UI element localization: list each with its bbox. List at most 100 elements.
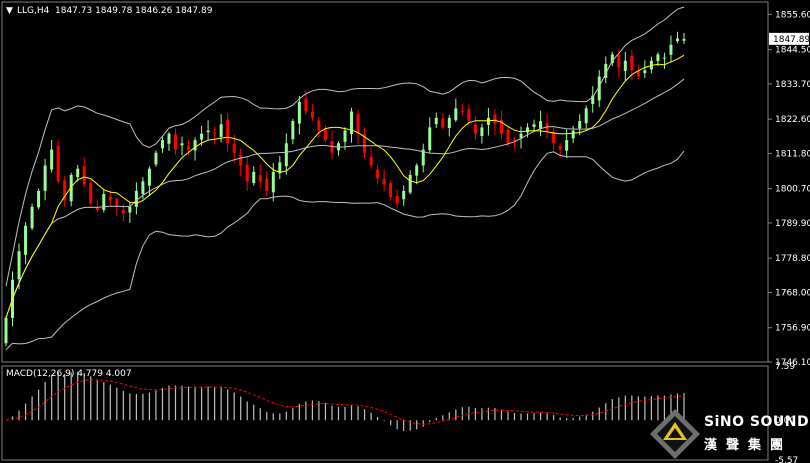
candle-body	[291, 121, 295, 140]
candle-body	[239, 155, 243, 166]
candle-body	[402, 190, 406, 200]
candle-body	[395, 195, 399, 204]
candle-body	[441, 118, 445, 128]
candle-body	[89, 183, 93, 204]
price-tick-label: 1833.70	[775, 80, 810, 90]
candle-body	[662, 57, 666, 59]
candle-body	[532, 124, 536, 127]
candle-body	[571, 130, 575, 139]
candle-body	[69, 175, 73, 202]
candle-body	[50, 149, 54, 170]
price-tick-label: 1811.80	[775, 149, 810, 159]
candle-body	[317, 120, 321, 131]
candle-body	[610, 54, 614, 64]
candle-body	[160, 140, 164, 149]
candle-body	[310, 111, 314, 118]
candle-body	[669, 44, 673, 55]
candle-body	[376, 169, 380, 179]
current-price-label: 1847.89	[773, 35, 810, 45]
macd-panel	[1, 365, 769, 461]
candle-body	[486, 117, 490, 125]
candle-body	[447, 117, 451, 128]
candle-body	[617, 54, 621, 68]
candle-body	[356, 114, 360, 134]
price-tick-label: 1756.90	[775, 324, 810, 334]
price-axis: 1855.60 1844.50 1833.70 1822.60 1811.80 1800.…	[768, 10, 810, 463]
candle-body	[108, 196, 112, 201]
symbol-dropdown-icon[interactable]: ▼	[6, 6, 13, 16]
candle-body	[219, 124, 223, 137]
candle-body	[56, 146, 60, 182]
candle-body	[643, 70, 647, 74]
candle-body	[30, 206, 34, 229]
price-tick-label: 1844.50	[775, 46, 810, 56]
price-tick-label: 1822.60	[775, 115, 810, 125]
candle-body	[434, 117, 438, 125]
candle-body	[421, 149, 425, 166]
candle-body	[415, 165, 419, 176]
candle-body	[141, 181, 145, 194]
candle-body	[121, 210, 125, 214]
candle-body	[473, 124, 477, 134]
candle-body	[467, 109, 471, 122]
candle-body	[284, 143, 288, 167]
candle-body	[408, 175, 412, 193]
candle-body	[193, 140, 197, 151]
candle-body	[180, 143, 184, 146]
candle-body	[552, 131, 556, 144]
candle-body	[82, 165, 86, 185]
candle-body	[382, 179, 386, 185]
candle-body	[539, 121, 543, 129]
candle-body	[597, 76, 601, 101]
candle-body	[591, 95, 595, 105]
candle-body	[584, 108, 588, 124]
price-tick-label: 1778.80	[775, 254, 810, 264]
sino-sound-logo	[647, 404, 810, 463]
candle-body	[675, 38, 679, 42]
candle-body	[604, 63, 608, 78]
upper-band-line	[5, 6, 685, 287]
main-panel	[1, 1, 769, 363]
candle-body	[493, 114, 497, 125]
candle-body	[232, 143, 236, 153]
ohlc-readout: 1847.73 1849.78 1846.26 1847.89	[55, 6, 213, 16]
candle-body	[630, 56, 634, 71]
candle-body	[95, 207, 99, 210]
candle-body	[147, 168, 151, 186]
candle-body	[134, 190, 138, 207]
candle-body	[350, 111, 354, 135]
candle-body	[245, 165, 249, 182]
candle-body	[252, 171, 256, 183]
candle-body	[4, 317, 8, 344]
candle-body	[24, 225, 28, 255]
candle-body	[369, 156, 373, 166]
candle-body	[154, 152, 158, 165]
candle-body	[454, 108, 458, 121]
candle-body	[499, 119, 503, 134]
candle-body	[206, 130, 210, 133]
moving-average-line	[5, 54, 685, 319]
macd-signal-line	[5, 379, 685, 425]
current-price-box	[769, 32, 809, 45]
candle-body	[102, 194, 106, 210]
candle-body	[578, 121, 582, 129]
candle-body	[656, 54, 660, 62]
candle-body	[174, 134, 177, 150]
price-tick-label: 1800.70	[775, 185, 810, 195]
macd-tick-label: 0.00	[775, 416, 795, 426]
candle-body	[363, 134, 367, 153]
candle-body	[128, 206, 132, 213]
candle-body	[76, 168, 80, 178]
brand-chinese: 漢聲集團	[704, 438, 793, 453]
candle-body	[213, 132, 217, 134]
candle-body	[343, 130, 347, 142]
candle-body	[330, 141, 334, 153]
macd-label: MACD(12,26,9) 4.779 4.007	[6, 369, 132, 379]
macd-frame	[1, 365, 769, 461]
candle-body	[526, 127, 530, 133]
macd-tick-label: -5.57	[775, 456, 798, 463]
candle-body	[519, 133, 523, 138]
candle-body	[258, 175, 262, 182]
candle-body	[558, 145, 562, 150]
